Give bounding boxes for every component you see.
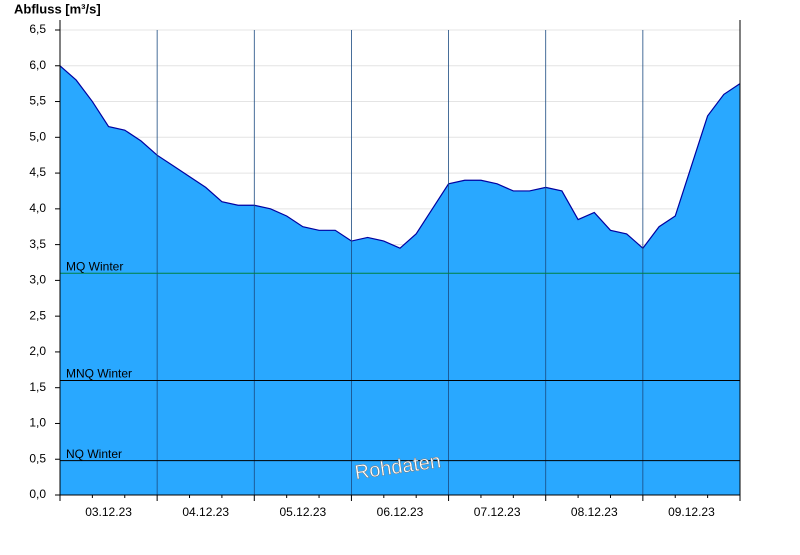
y-tick-label: 6,5 <box>29 22 46 36</box>
reference-label: MQ Winter <box>66 259 123 273</box>
y-tick-label: 3,0 <box>29 273 46 287</box>
x-tick-label: 04.12.23 <box>182 505 229 519</box>
y-tick-label: 1,0 <box>29 416 46 430</box>
y-tick-label: 5,0 <box>29 129 46 143</box>
y-tick-label: 4,5 <box>29 165 46 179</box>
y-tick-label: 4,0 <box>29 201 46 215</box>
y-tick-label: 0,0 <box>29 487 46 501</box>
y-tick-label: 2,5 <box>29 308 46 322</box>
line <box>59 65 741 250</box>
reference-label: MNQ Winter <box>66 367 132 381</box>
x-tick-label: 03.12.23 <box>85 505 132 519</box>
y-tick-label: 6,0 <box>29 58 46 72</box>
y-tick-label: 3,5 <box>29 237 46 251</box>
y-tick-label: 0,5 <box>29 451 46 465</box>
x-tick-label: 08.12.23 <box>571 505 618 519</box>
reference-label: NQ Winter <box>66 447 122 461</box>
y-tick-label: 2,0 <box>29 344 46 358</box>
x-tick-label: 07.12.23 <box>474 505 521 519</box>
x-tick-label: 05.12.23 <box>279 505 326 519</box>
area <box>60 65 740 496</box>
x-tick-label: 06.12.23 <box>377 505 424 519</box>
y-tick-label: 1,5 <box>29 380 46 394</box>
y-tick-label: 5,5 <box>29 94 46 108</box>
y-axis-label: Abfluss [m³/s] <box>14 1 101 16</box>
x-tick-label: 09.12.23 <box>668 505 715 519</box>
